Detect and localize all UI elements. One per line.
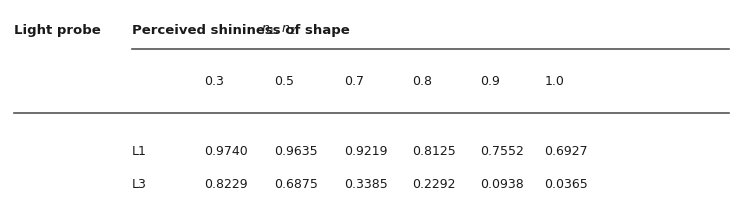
Text: 0.8125: 0.8125 (412, 145, 456, 158)
Text: 0.0365: 0.0365 (544, 178, 588, 191)
Text: 0.6875: 0.6875 (274, 178, 317, 191)
Text: 0.5: 0.5 (274, 75, 294, 88)
Text: Light probe: Light probe (14, 24, 100, 37)
Text: $n_1, n_2$: $n_1, n_2$ (262, 24, 296, 37)
Text: 0.9219: 0.9219 (344, 145, 387, 158)
Text: 0.7: 0.7 (344, 75, 364, 88)
Text: 0.3: 0.3 (204, 75, 223, 88)
Text: 0.2292: 0.2292 (412, 178, 456, 191)
Text: 0.9740: 0.9740 (204, 145, 247, 158)
Text: 0.9: 0.9 (480, 75, 499, 88)
Text: 0.8: 0.8 (412, 75, 432, 88)
Text: L1: L1 (132, 145, 147, 158)
Text: 0.7552: 0.7552 (480, 145, 523, 158)
Text: 1.0: 1.0 (544, 75, 564, 88)
Text: 0.9635: 0.9635 (274, 145, 317, 158)
Text: 0.6927: 0.6927 (544, 145, 588, 158)
Text: 0.3385: 0.3385 (344, 178, 387, 191)
Text: L3: L3 (132, 178, 147, 191)
Text: Perceived shininess of shape: Perceived shininess of shape (132, 24, 354, 37)
Text: 0.0938: 0.0938 (480, 178, 523, 191)
Text: 0.8229: 0.8229 (204, 178, 247, 191)
